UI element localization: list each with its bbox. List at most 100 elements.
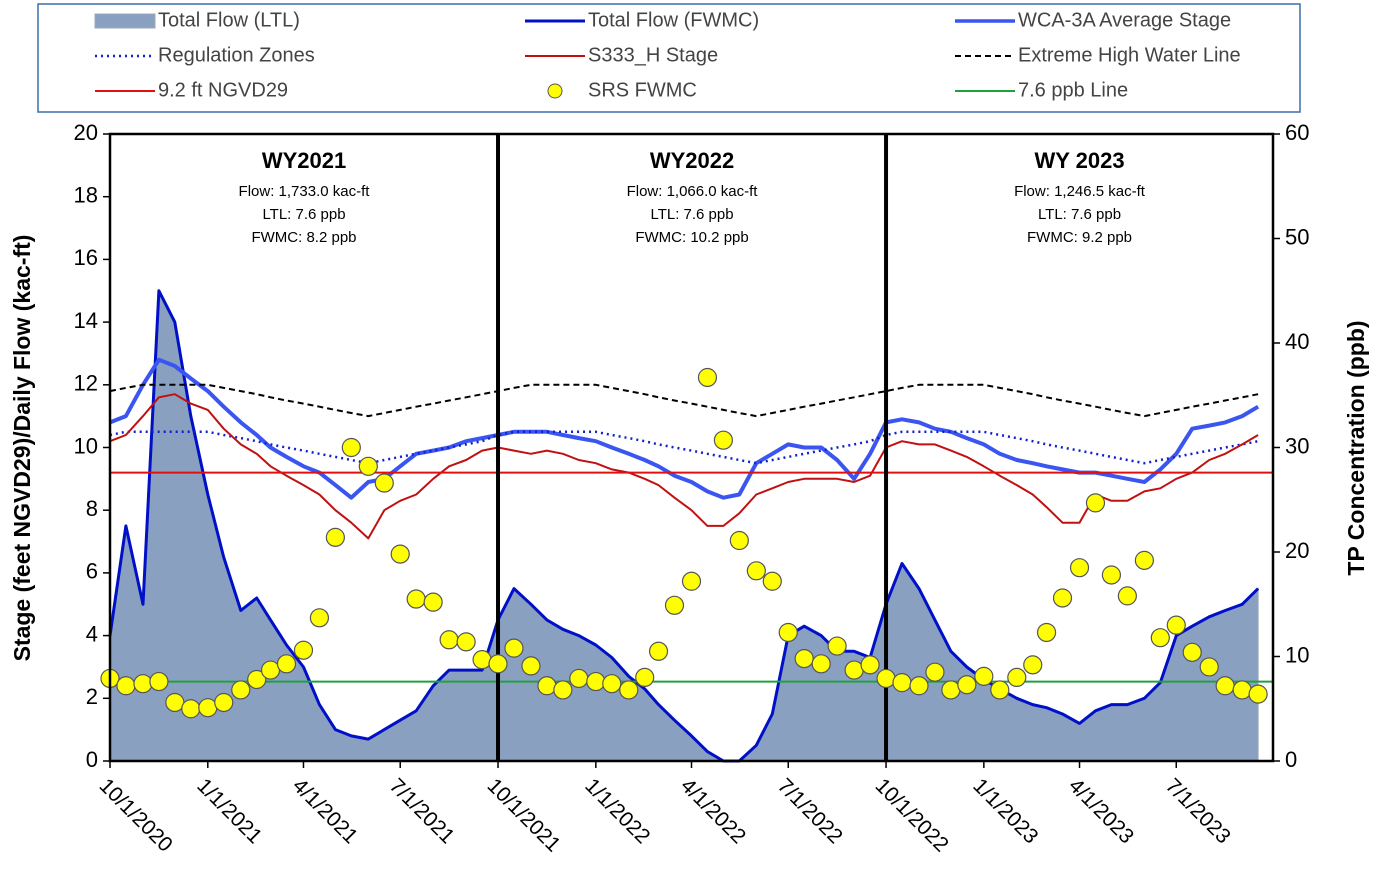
legend-label: Total Flow (FWMC) — [588, 9, 759, 31]
data-point — [648, 641, 669, 661]
data-point — [198, 698, 218, 718]
data-point — [778, 622, 798, 643]
x-tick-label: 4/1/2022 — [676, 774, 750, 848]
data-point — [1134, 550, 1154, 570]
data-point — [1150, 628, 1170, 648]
y-tick-label: 0 — [86, 747, 98, 772]
data-point — [794, 648, 814, 669]
data-point — [909, 676, 929, 696]
data-point — [664, 595, 685, 615]
data-point — [892, 673, 912, 693]
data-point — [974, 666, 994, 686]
data-point — [423, 592, 443, 612]
data-point — [358, 456, 378, 476]
data-point — [1023, 655, 1043, 675]
data-point — [1052, 588, 1073, 608]
flow-area — [109, 288, 1259, 762]
annotation-text: FWMC: 9.2 ppb — [1027, 229, 1132, 246]
data-point — [586, 671, 606, 692]
legend-label: Regulation Zones — [158, 44, 315, 66]
y2-tick-label: 30 — [1285, 433, 1309, 458]
x-tick-label: 10/1/2021 — [483, 774, 565, 856]
data-point — [488, 654, 508, 674]
data-point — [844, 660, 864, 680]
data-point — [374, 473, 394, 493]
data-point — [293, 640, 314, 660]
x-tick-label: 1/1/2021 — [192, 774, 266, 848]
annotation-text: FWMC: 8.2 ppb — [251, 229, 356, 246]
annotation-text: Flow: 1,246.5 kac-ft — [1014, 183, 1146, 200]
data-point — [231, 680, 251, 700]
data-point — [697, 367, 718, 388]
y-tick-label: 8 — [86, 496, 98, 521]
legend-swatch — [547, 83, 563, 99]
data-point — [456, 632, 476, 652]
annotation-text: FWMC: 10.2 ppb — [635, 229, 748, 246]
data-point — [309, 608, 330, 628]
annotation-text: Flow: 1,733.0 kac-ft — [239, 183, 371, 200]
x-tick-label: 10/1/2022 — [871, 774, 953, 856]
data-point — [116, 676, 136, 696]
y-tick-label: 12 — [74, 371, 98, 396]
data-point — [472, 650, 492, 670]
legend-box — [37, 3, 1301, 113]
x-tick-label: 1/1/2022 — [580, 774, 654, 848]
data-point — [925, 662, 945, 682]
annotation-title: WY2022 — [650, 148, 734, 173]
x-tick-label: 7/1/2022 — [773, 774, 847, 848]
y-tick-label: 2 — [86, 684, 98, 709]
annotation-text: Flow: 1,066.0 kac-ft — [627, 183, 759, 200]
data-point — [504, 638, 524, 658]
x-tick-label: 4/1/2023 — [1064, 774, 1138, 848]
annotation-text: LTL: 7.6 ppb — [650, 206, 733, 223]
legend-label: Extreme High Water Line — [1018, 44, 1241, 66]
y-tick-label: 18 — [74, 183, 98, 208]
data-point — [827, 636, 847, 656]
data-point — [439, 630, 459, 650]
data-point — [957, 675, 977, 695]
y-tick-label: 6 — [86, 559, 98, 584]
y-tick-label: 10 — [74, 433, 98, 458]
data-point — [1085, 493, 1106, 513]
data-point — [247, 669, 267, 690]
data-point — [1248, 684, 1268, 704]
data-point — [860, 655, 880, 675]
data-point — [133, 674, 153, 694]
data-point — [521, 656, 541, 676]
y-axis-label: Stage (feet NGVD29)/Daily Flow (kac-ft) — [9, 235, 35, 662]
annotation-text: LTL: 7.6 ppb — [1038, 206, 1121, 223]
data-point — [713, 430, 733, 450]
y2-tick-label: 50 — [1285, 224, 1309, 249]
data-point — [619, 680, 639, 700]
annotation-title: WY2021 — [262, 148, 346, 173]
y2-tick-label: 20 — [1285, 538, 1309, 563]
data-point — [1101, 565, 1122, 585]
y2-tick-label: 0 — [1285, 747, 1297, 772]
data-point — [1007, 667, 1027, 688]
x-tick-label: 4/1/2021 — [288, 774, 362, 848]
legend-label: 7.6 ppb Line — [1018, 79, 1128, 101]
data-point — [181, 699, 201, 719]
data-point — [762, 571, 782, 591]
data-point — [390, 544, 410, 564]
data-point — [341, 437, 361, 458]
data-point — [602, 674, 622, 694]
data-point — [990, 680, 1010, 700]
data-point — [811, 654, 831, 674]
data-point — [1182, 642, 1202, 662]
data-point — [149, 671, 169, 692]
y-tick-label: 14 — [74, 308, 98, 333]
data-point — [1166, 615, 1186, 635]
legend-label: S333_H Stage — [588, 44, 718, 66]
data-point — [569, 668, 589, 689]
y2-tick-label: 10 — [1285, 642, 1309, 667]
data-point — [553, 680, 573, 700]
data-point — [165, 692, 185, 713]
y-tick-label: 20 — [74, 120, 98, 145]
x-tick-label: 1/1/2023 — [968, 774, 1042, 848]
annotation-title: WY 2023 — [1034, 148, 1124, 173]
data-point — [537, 676, 557, 696]
legend-label: SRS FWMC — [588, 79, 697, 101]
legend-swatch — [94, 13, 156, 29]
